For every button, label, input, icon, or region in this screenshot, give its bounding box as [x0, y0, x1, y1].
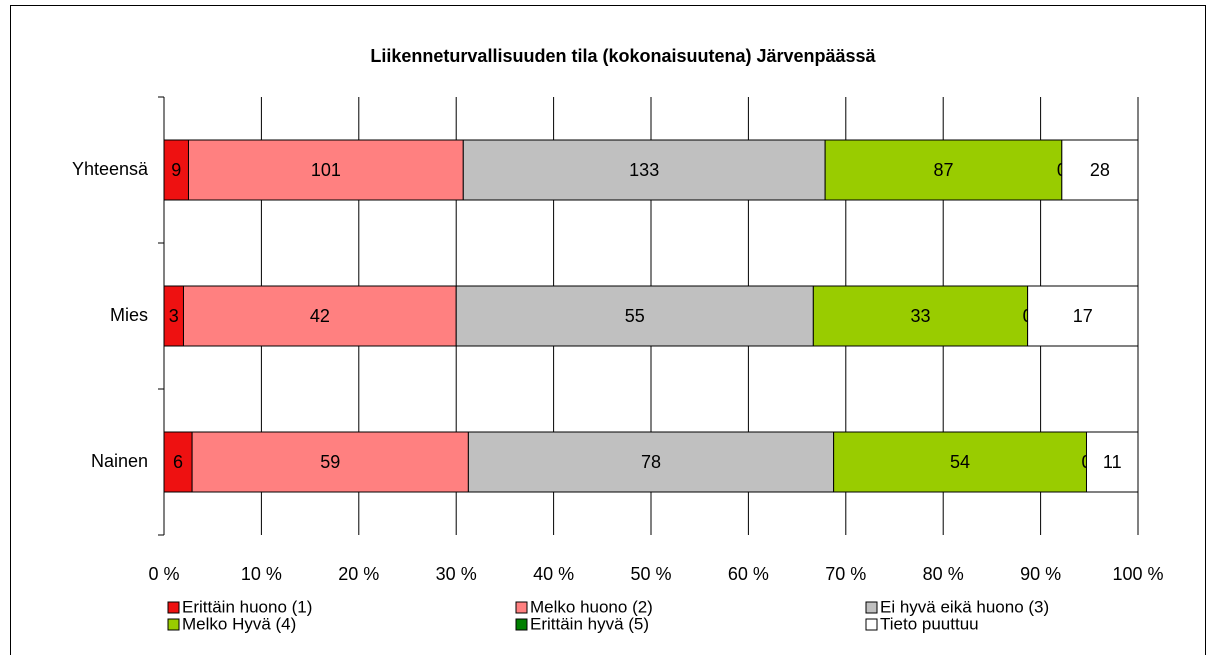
bar-segment — [163, 139, 189, 201]
data-label: 78 — [641, 452, 661, 472]
y-tick-label: Mies — [110, 305, 148, 325]
x-tick-label: 50 % — [630, 564, 671, 584]
legend-label: Melko Hyvä (4) — [182, 614, 296, 633]
data-label: 3 — [169, 306, 179, 326]
x-tick-label: 70 % — [825, 564, 866, 584]
bar-segment — [191, 431, 469, 493]
bar-segment — [1085, 431, 1139, 493]
bar-segment — [187, 139, 464, 201]
x-tick-label: 40 % — [533, 564, 574, 584]
legend-swatch — [167, 601, 180, 614]
data-label: 17 — [1073, 306, 1093, 326]
legend-label: Melko huono (2) — [530, 597, 653, 616]
legend-swatch — [865, 618, 878, 631]
data-label: 9 — [171, 160, 181, 180]
data-label: 101 — [311, 160, 341, 180]
x-tick-label: 10 % — [241, 564, 282, 584]
legend-swatch — [865, 601, 878, 614]
bar-segment — [455, 285, 814, 347]
x-tick-label: 0 % — [148, 564, 179, 584]
x-tick-label: 100 % — [1112, 564, 1163, 584]
chart-title: Liikenneturvallisuuden tila (kokonaisuut… — [370, 46, 876, 66]
data-label: 11 — [1103, 452, 1122, 472]
legend-swatch — [167, 618, 180, 631]
data-label: 133 — [629, 160, 659, 180]
data-label: 54 — [950, 452, 970, 472]
legend-label: Erittäin huono (1) — [182, 597, 312, 616]
bar-segment — [182, 285, 457, 347]
bar-segment — [1027, 285, 1139, 347]
data-label: 87 — [933, 160, 953, 180]
y-tick-label: Nainen — [91, 451, 148, 471]
legend-swatch — [515, 618, 528, 631]
bar-segment — [812, 285, 1029, 347]
x-tick-label: 60 % — [728, 564, 769, 584]
bar-segment — [467, 431, 835, 493]
x-tick-label: 30 % — [436, 564, 477, 584]
data-label: 33 — [910, 306, 930, 326]
data-label: 59 — [320, 452, 340, 472]
bar-segment — [1061, 139, 1139, 201]
legend-label: Erittäin hyvä (5) — [530, 614, 649, 633]
data-label: 42 — [310, 306, 330, 326]
legend-label: Tieto puuttuu — [880, 614, 979, 633]
legend-swatch — [515, 601, 528, 614]
x-tick-label: 90 % — [1020, 564, 1061, 584]
y-tick-label: Yhteensä — [72, 159, 149, 179]
bar-segment — [163, 431, 193, 493]
data-label: 55 — [625, 306, 645, 326]
legend-label: Ei hyvä eikä huono (3) — [880, 597, 1049, 616]
data-label: 28 — [1090, 160, 1110, 180]
x-tick-label: 80 % — [923, 564, 964, 584]
bar-segment — [462, 139, 826, 201]
bar-segment — [833, 431, 1087, 493]
x-tick-label: 20 % — [338, 564, 379, 584]
data-label: 6 — [173, 452, 183, 472]
